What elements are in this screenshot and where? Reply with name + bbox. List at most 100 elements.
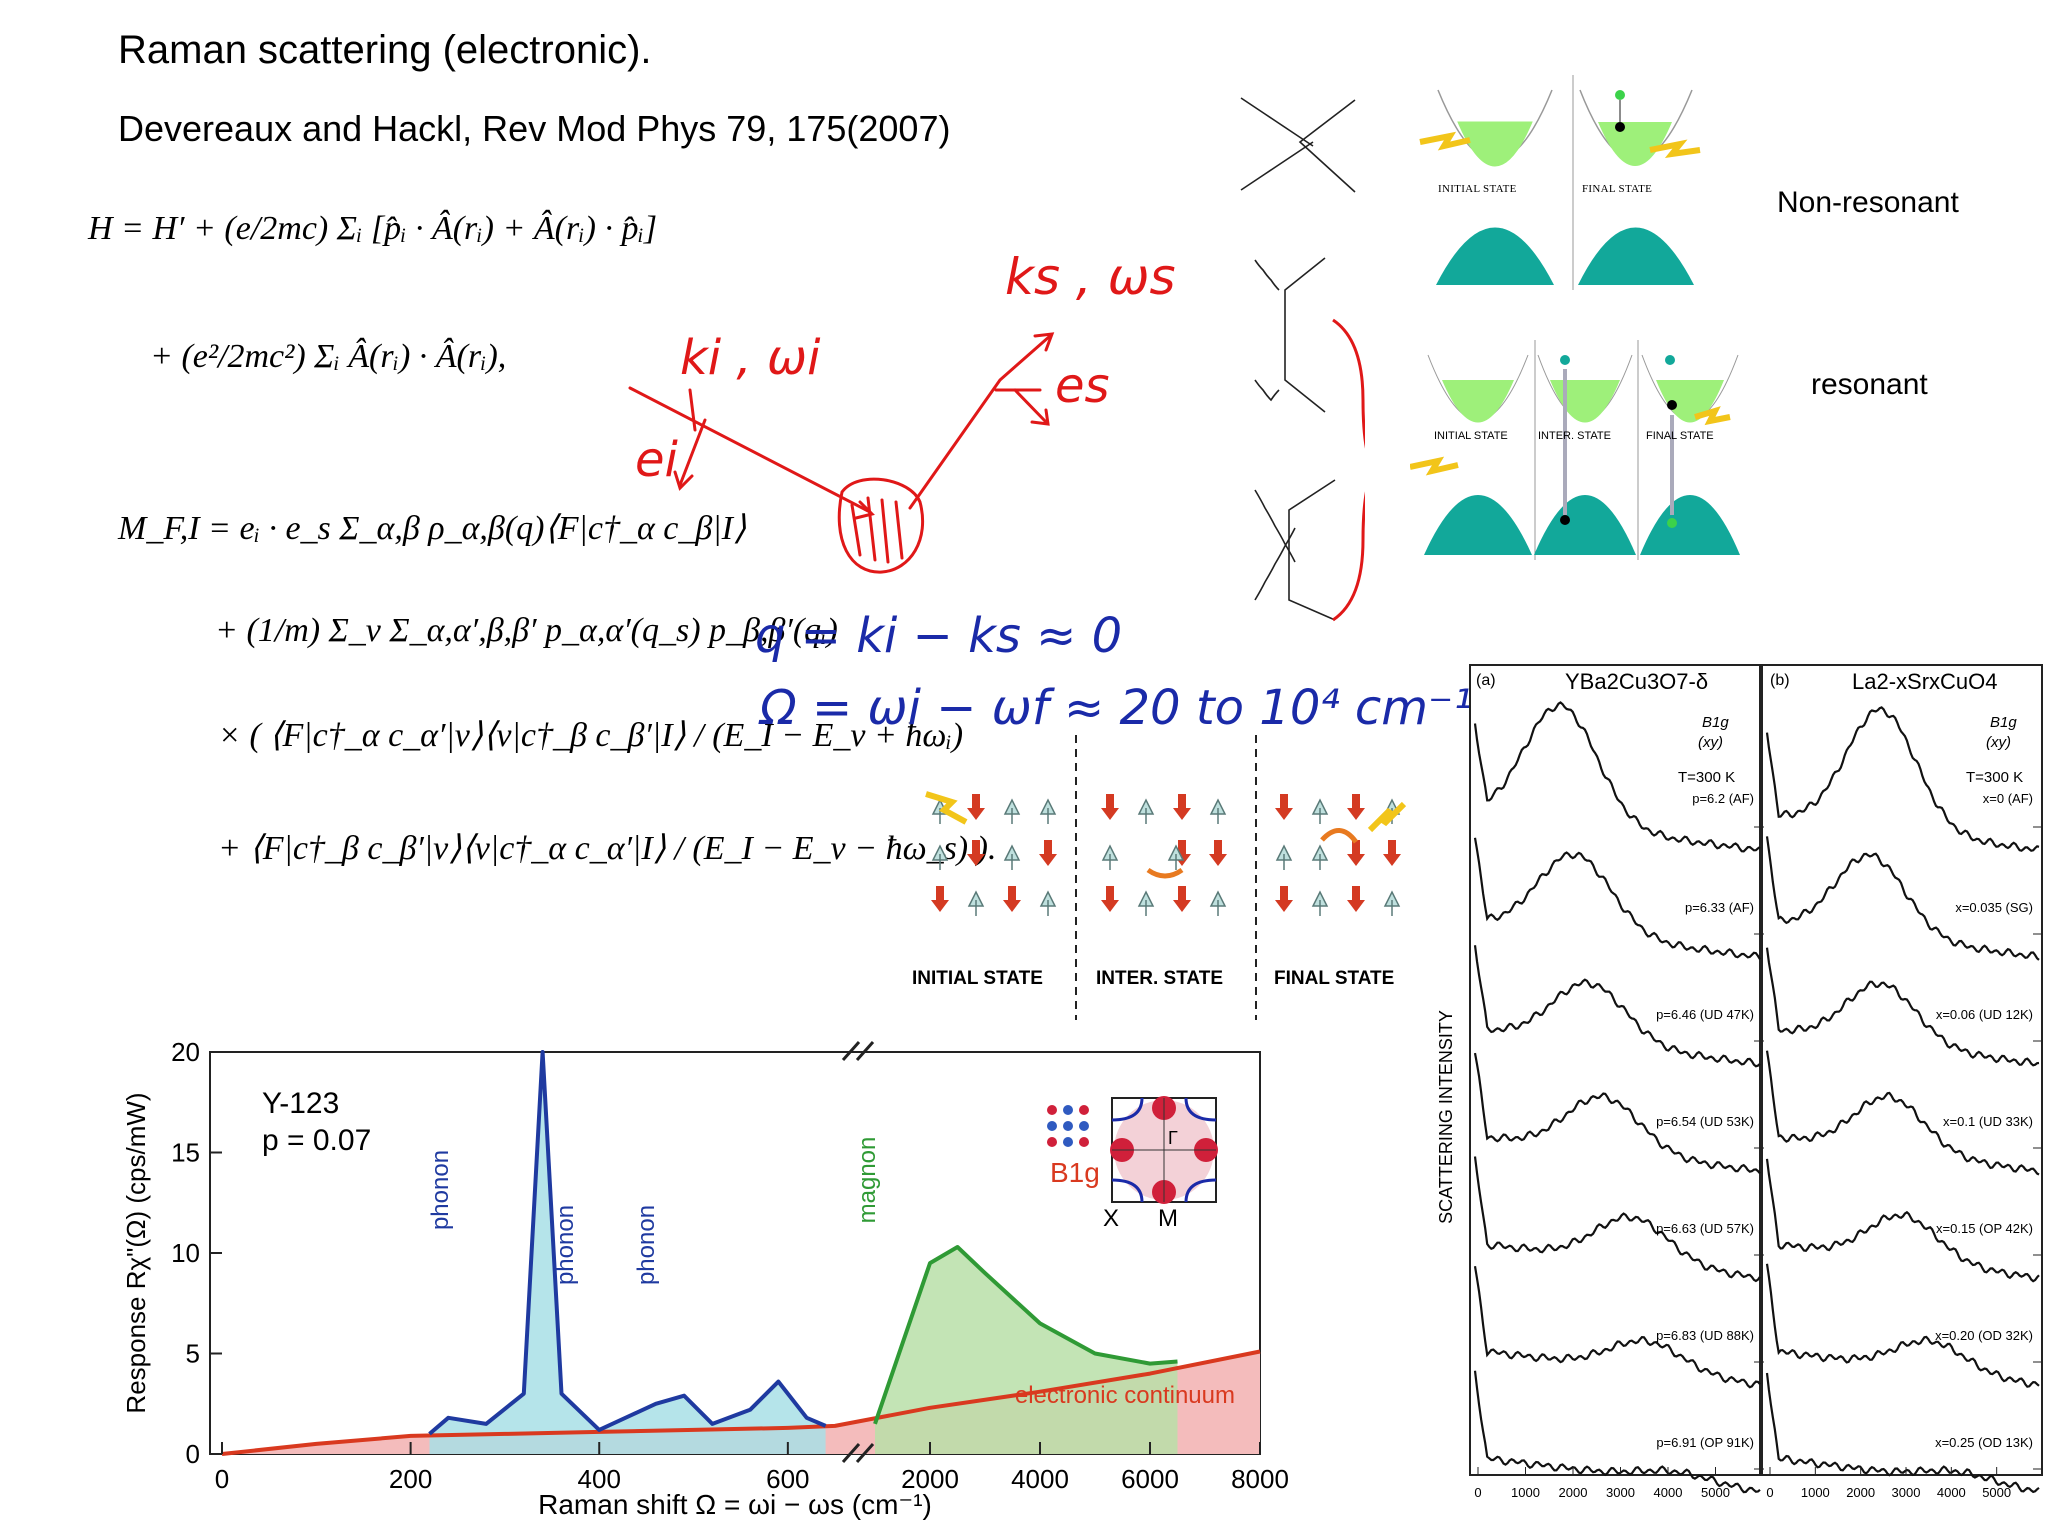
panel-b-curve-label-3: x=0.1 (UD 33K) [1943, 1114, 2033, 1129]
panel-b-symmetry: B1g [1990, 714, 2017, 731]
y-tick-label-4: 20 [171, 1037, 200, 1067]
sample-label: Y-123 [262, 1087, 339, 1120]
spin-flip-diagram: INITIAL STATE INTER. STATE FINAL STATE [912, 735, 1407, 1020]
scattering-sketch [628, 332, 1055, 574]
scattered-ray [908, 334, 1052, 510]
panel-a-frame [1469, 664, 1761, 1476]
x-tick-label-5: 4000 [1011, 1464, 1069, 1494]
x-tick-label-6: 6000 [1121, 1464, 1179, 1494]
panel-b-xtick-label-4: 4000 [1937, 1485, 1966, 1500]
momentum-conservation: q = ki − ks ≈ 0 [755, 608, 1123, 664]
panel-b-curve-6 [1765, 1372, 2040, 1494]
magnon-label: magnon [854, 1137, 881, 1224]
matrix-element-line3: × ( ⟨F|c†_α c_α′|ν⟩⟨ν|c†_β c_β′|I⟩ / (E_… [218, 717, 964, 754]
panel-b-xtick-label-1: 1000 [1801, 1485, 1830, 1500]
spin-inter [1101, 794, 1227, 917]
x-tick-label-0: 0 [215, 1464, 229, 1494]
axis-break-bottom-1 [855, 1443, 875, 1463]
resonant-label: resonant [1811, 368, 1928, 401]
matrix-element-line2: + (1/m) Σ_ν Σ_α,α′,β,β′ p_α,α′(q_s) p_β,… [215, 612, 838, 649]
phonon-label-2: phonon [552, 1205, 579, 1285]
spin-inter-label: INTER. STATE [1096, 968, 1223, 989]
panel-b-curve-3 [1765, 1050, 2040, 1176]
panel-b-curve-label-4: x=0.15 (OP 42K) [1936, 1221, 2033, 1236]
panel-a-symmetry: B1g [1702, 714, 1729, 731]
spin-initial [925, 791, 1057, 917]
panel-a-curve-label-1: p=6.33 (AF) [1685, 900, 1754, 915]
es-vector [1013, 388, 1048, 424]
res-final-band [1640, 495, 1740, 555]
panel-a-curve-label-2: p=6.46 (UD 47K) [1656, 1007, 1754, 1022]
feynman-photon-1 [1240, 97, 1314, 147]
energy-transfer: Ω = ωi − ωf ≈ 20 to 10⁴ cm⁻¹ [760, 680, 1473, 736]
panel-b-temperature: T=300 K [1966, 769, 2023, 786]
x-tick-label-1: 200 [389, 1464, 432, 1494]
band-diagrams: INITIAL STATE FINAL STATE INITIAL STATE … [1410, 75, 1740, 560]
feynman-diagrams [1240, 97, 1365, 622]
panel-b-curve-2 [1765, 947, 2040, 1067]
panel-b-curve-label-1: x=0.035 (SG) [1955, 900, 2033, 915]
panel-a-curve-1 [1473, 837, 1761, 960]
inset-x-label: X [1103, 1205, 1119, 1232]
res-final-label: FINAL STATE [1646, 430, 1714, 442]
axis-break-bottom-0 [841, 1443, 861, 1463]
res-inter-band [1534, 495, 1636, 555]
series-line-1 [428, 1050, 827, 1436]
panel-a-curve-label-6: p=6.91 (OP 91K) [1656, 1435, 1754, 1450]
res-initial-label: INITIAL STATE [1434, 430, 1508, 442]
ki-wi-label: ki , ωi [680, 330, 821, 386]
incident-arrow-head [854, 500, 875, 520]
y-tick-label-1: 5 [186, 1339, 200, 1369]
panel-b-xtick-label-3: 3000 [1892, 1485, 1921, 1500]
doping-label: p = 0.07 [262, 1124, 371, 1157]
panel-a-xtick-label-2: 2000 [1559, 1485, 1588, 1500]
panel-a-xtick-label-3: 3000 [1606, 1485, 1635, 1500]
ks-ws-label: ks , ωs [1005, 248, 1176, 306]
panel-a-xtick-label-1: 1000 [1511, 1485, 1540, 1500]
panel-b-curve-label-5: x=0.20 (OD 32K) [1935, 1328, 2033, 1343]
matrix-element-line1: M_F,I = eᵢ · e_s Σ_α,β ρ_α,β(q)⟨F|c†_α c… [118, 510, 747, 547]
panel-b-xtick-label-0: 0 [1766, 1485, 1773, 1500]
panel-b-curve-4 [1765, 1158, 2040, 1283]
es-label: es [1055, 358, 1110, 414]
panel-a-curve-4 [1473, 1156, 1761, 1283]
panel-b-xtick-label-5: 5000 [1982, 1485, 2011, 1500]
reference-citation: Devereaux and Hackl, Rev Mod Phys 79, 17… [118, 108, 951, 149]
panel-a-label: (a) [1476, 672, 1496, 689]
panel-b-frame [1761, 664, 2043, 1476]
nonres-final-label: FINAL STATE [1582, 183, 1652, 195]
x-tick-label-4: 2000 [901, 1464, 959, 1494]
panel-a-xtick-label-5: 5000 [1701, 1485, 1730, 1500]
x-tick-label-7: 8000 [1231, 1464, 1289, 1494]
incident-ray [628, 386, 872, 514]
brillouin-zone-inset: Γ B1g X M [1047, 1096, 1218, 1232]
phonon-label-1: phonon [427, 1150, 454, 1230]
ei-vector [678, 418, 707, 487]
panel-a-curve-label-4: p=6.63 (UD 57K) [1656, 1221, 1754, 1236]
matrix-element-line4: + ⟨F|c†_β c_β′|ν⟩⟨ν|c†_α c_α′|I⟩ / (E_I … [218, 830, 997, 867]
y-tick-label-0: 0 [186, 1439, 200, 1469]
y-axis-label: Response Rχ"(Ω) (cps/mW) [121, 1092, 151, 1413]
panel-a-curve-label-5: p=6.83 (UD 88K) [1656, 1328, 1754, 1343]
res-initial-band [1424, 495, 1532, 555]
panel-b-compound: La2-xSrxCuO4 [1852, 669, 1998, 694]
nonres-initial-label: INITIAL STATE [1438, 183, 1517, 195]
inset-m-label: M [1158, 1205, 1178, 1232]
non-resonant-label: Non-resonant [1777, 186, 1959, 219]
spin-final-label: FINAL STATE [1274, 968, 1394, 989]
doping-dependence-chart: (a) (b) YBa2Cu3O7-δ La2-xSrxCuO4 B1g (xy… [1436, 664, 2043, 1500]
panel-a-curve-5 [1473, 1266, 1761, 1389]
x-axis-label: Raman shift Ω = ωi − ωs (cm⁻¹) [538, 1489, 932, 1520]
y-tick-label-3: 15 [171, 1138, 200, 1168]
panel-a-curve-2 [1473, 945, 1761, 1068]
nonres-initial-band [1436, 89, 1554, 285]
panel-b-curve-label-0: x=0 (AF) [1983, 791, 2033, 806]
panel-a-curve-label-3: p=6.54 (UD 53K) [1656, 1114, 1754, 1129]
series-line-0 [221, 1349, 1261, 1456]
panel-a-curve-label-0: p=6.2 (AF) [1692, 791, 1754, 806]
panel-a-compound: YBa2Cu3O7-δ [1565, 669, 1708, 694]
panel-a-polarization: (xy) [1698, 734, 1723, 751]
hamiltonian-line2: + (e²/2mc²) Σᵢ Â(rᵢ) · Â(rᵢ), [150, 338, 507, 375]
series-fill-2 [875, 1247, 1178, 1454]
series-fill-1 [429, 1052, 826, 1454]
